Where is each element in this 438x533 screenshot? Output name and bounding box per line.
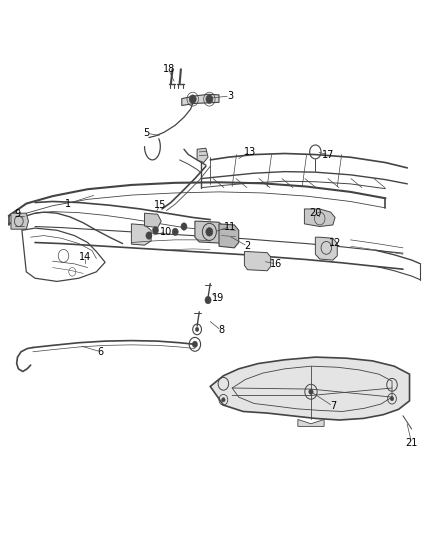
Text: 5: 5 — [144, 128, 150, 138]
Text: 15: 15 — [154, 200, 166, 210]
Circle shape — [309, 389, 313, 394]
Polygon shape — [219, 224, 239, 248]
Text: 16: 16 — [270, 259, 282, 269]
Circle shape — [222, 398, 225, 402]
Text: 13: 13 — [244, 147, 256, 157]
Polygon shape — [197, 148, 208, 163]
Polygon shape — [131, 224, 151, 245]
Circle shape — [181, 223, 187, 230]
Text: 11: 11 — [224, 222, 236, 231]
Circle shape — [205, 296, 211, 304]
Circle shape — [146, 232, 152, 239]
Text: 14: 14 — [79, 252, 92, 262]
Text: 19: 19 — [212, 294, 224, 303]
Circle shape — [192, 341, 198, 348]
Circle shape — [206, 228, 213, 236]
Circle shape — [390, 397, 394, 401]
Text: 21: 21 — [406, 439, 418, 448]
Text: 17: 17 — [322, 150, 335, 159]
Text: 1: 1 — [65, 199, 71, 208]
Text: 18: 18 — [162, 64, 175, 74]
Polygon shape — [244, 252, 271, 271]
Circle shape — [195, 327, 199, 332]
Polygon shape — [210, 357, 410, 420]
Polygon shape — [11, 213, 28, 229]
Polygon shape — [182, 94, 219, 106]
Circle shape — [189, 95, 196, 103]
Polygon shape — [298, 419, 324, 426]
Text: 8: 8 — [218, 326, 224, 335]
Circle shape — [152, 227, 159, 234]
Polygon shape — [145, 213, 161, 228]
Circle shape — [206, 95, 213, 103]
Polygon shape — [304, 209, 335, 227]
Text: 10: 10 — [160, 227, 173, 237]
Text: 20: 20 — [309, 208, 321, 218]
Text: 3: 3 — [227, 91, 233, 101]
Circle shape — [172, 228, 178, 236]
Text: 2: 2 — [244, 241, 251, 251]
Text: 7: 7 — [330, 401, 336, 411]
Text: 12: 12 — [329, 238, 341, 247]
Text: 6: 6 — [98, 347, 104, 357]
Polygon shape — [195, 221, 223, 243]
Polygon shape — [315, 237, 337, 260]
Text: 9: 9 — [14, 209, 21, 219]
